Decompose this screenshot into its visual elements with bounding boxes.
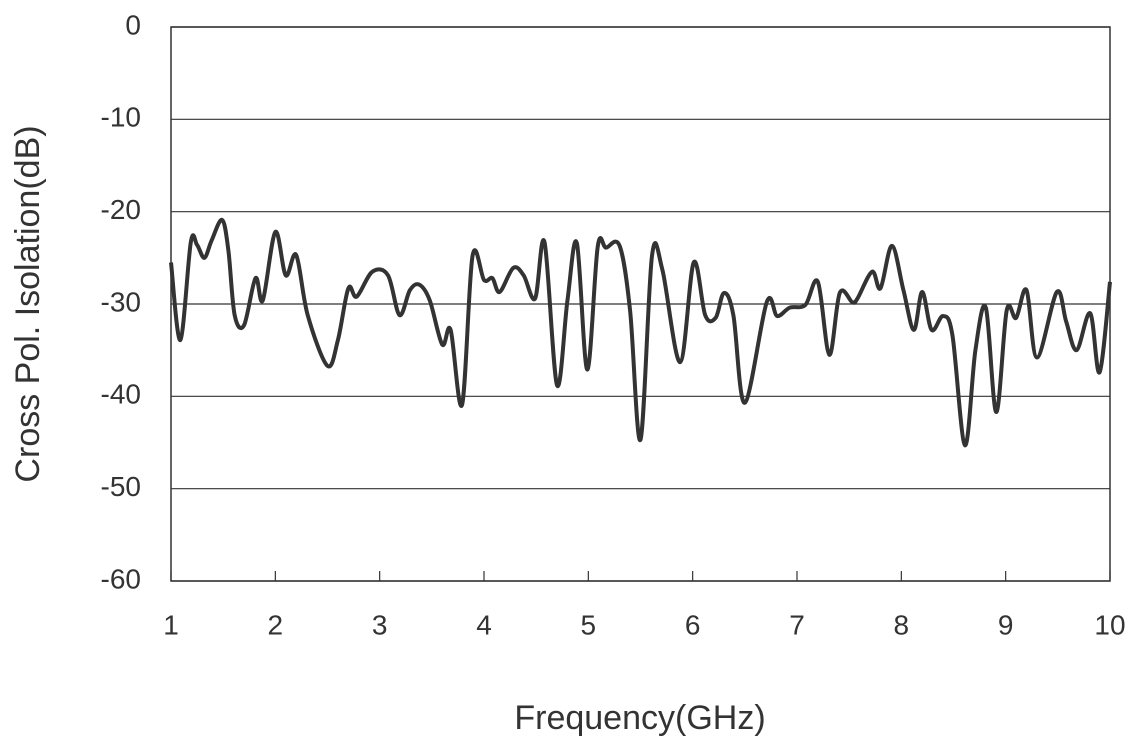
x-tick-label: 9: [998, 609, 1014, 640]
data-line: [169, 217, 1112, 448]
y-tick-label: -40: [101, 379, 141, 410]
x-tick-label: 3: [372, 609, 388, 640]
x-tick-label: 8: [894, 609, 910, 640]
x-tick-label: 10: [1094, 609, 1125, 640]
y-axis-label: Cross Pol. Isolation(dB): [9, 125, 47, 482]
y-tick-label: 0: [125, 9, 141, 40]
y-tick-label: -50: [101, 471, 141, 502]
plot-frame: [170, 26, 1111, 582]
y-tick-label: -20: [101, 194, 141, 225]
x-tick-label: 5: [581, 609, 597, 640]
x-tick-label: 2: [268, 609, 284, 640]
x-tick-label: 6: [685, 609, 701, 640]
x-tick-label: 1: [163, 609, 179, 640]
y-tick-label: -30: [101, 286, 141, 317]
y-tick-label: -10: [101, 102, 141, 133]
y-tick-label: -60: [101, 563, 141, 594]
x-tick-label: 7: [789, 609, 805, 640]
x-tick-label: 4: [476, 609, 492, 640]
x-axis-label: Frequency(GHz): [514, 699, 765, 737]
